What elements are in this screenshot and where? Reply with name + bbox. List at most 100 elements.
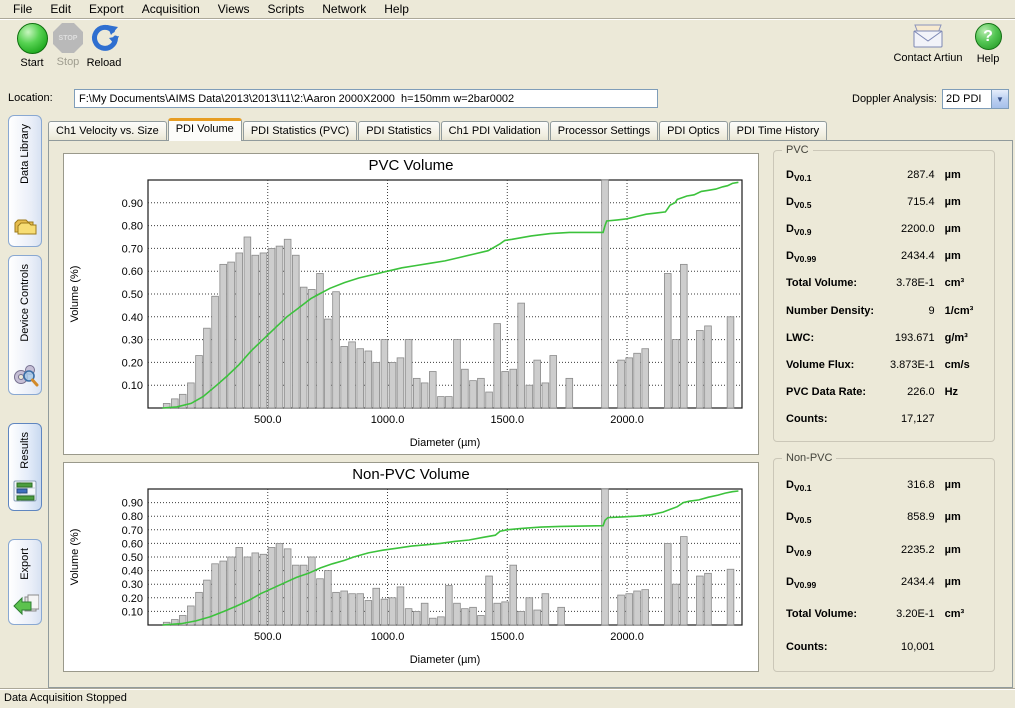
stat-label: PVC Data Rate:	[786, 386, 876, 398]
reload-icon	[88, 23, 120, 54]
help-button[interactable]: ? Help	[965, 23, 1011, 65]
svg-text:0.70: 0.70	[122, 243, 143, 255]
stat-value: 10,001	[876, 641, 934, 653]
sidebar-item-label: Data Library	[19, 124, 31, 184]
svg-text:0.20: 0.20	[122, 357, 143, 369]
stat-unit: µm	[945, 479, 986, 491]
stat-label-subscript: V0.5	[794, 200, 812, 210]
sidebar: Data Library Device Controls Results Export	[0, 115, 46, 688]
stat-value: 3.20E-1	[876, 608, 934, 620]
svg-text:1500.0: 1500.0	[490, 631, 524, 643]
svg-text:0.90: 0.90	[122, 498, 143, 510]
doppler-analysis-group: Doppler Analysis: 2D PDI ▼	[852, 89, 1009, 109]
svg-text:0.30: 0.30	[122, 579, 143, 591]
stats-row-d-v0-99: DV0.992434.4µm	[786, 250, 986, 262]
pvc-stats-panel: PVC DV0.1287.4µmDV0.5715.4µmDV0.92200.0µ…	[773, 150, 995, 442]
doppler-analysis-label: Doppler Analysis:	[852, 93, 937, 105]
tab-page-pdi-volume: PVC Volume 0.100.200.300.400.500.600.700…	[48, 140, 1013, 688]
tab-ch1-velocity-vs-size[interactable]: Ch1 Velocity vs. Size	[48, 121, 167, 141]
help-icon: ?	[975, 23, 1002, 50]
tab-processor-settings[interactable]: Processor Settings	[550, 121, 658, 141]
svg-text:2000.0: 2000.0	[610, 631, 644, 643]
svg-text:0.10: 0.10	[122, 380, 143, 392]
svg-text:0.60: 0.60	[122, 266, 143, 278]
svg-text:500.0: 500.0	[254, 631, 282, 643]
svg-text:Volume (%): Volume (%)	[69, 529, 81, 586]
folders-icon	[11, 213, 39, 241]
svg-text:0.80: 0.80	[122, 511, 143, 523]
stat-label: DV0.1	[786, 169, 876, 181]
stat-unit: cm³	[945, 277, 986, 289]
svg-text:0.50: 0.50	[122, 289, 143, 301]
stat-label-subscript: V0.99	[794, 580, 816, 590]
menu-item-acquisition[interactable]: Acquisition	[133, 0, 209, 18]
tab-pdi-optics[interactable]: PDI Optics	[659, 121, 728, 141]
contact-artium-label: Contact Artiun	[893, 52, 962, 64]
stat-label: Volume Flux:	[786, 359, 876, 371]
location-input[interactable]	[74, 89, 658, 108]
sidebar-item-results[interactable]: Results	[8, 423, 42, 511]
stat-label-subscript: V0.99	[794, 254, 816, 264]
application-window: FileEditExportAcquisitionViewsScriptsNet…	[0, 0, 1015, 708]
stat-label: DV0.99	[786, 576, 876, 588]
stats-row-total-volume: Total Volume:3.20E-1cm³	[786, 608, 986, 620]
stat-label-subscript: V0.1	[794, 173, 812, 183]
menu-item-network[interactable]: Network	[313, 0, 375, 18]
stat-unit: cm³	[945, 608, 986, 620]
chevron-down-icon[interactable]: ▼	[991, 90, 1008, 108]
svg-text:0.40: 0.40	[122, 312, 143, 324]
menu-item-scripts[interactable]: Scripts	[259, 0, 314, 18]
stat-unit: µm	[945, 223, 986, 235]
tab-pdi-statistics-pvc[interactable]: PDI Statistics (PVC)	[243, 121, 357, 141]
status-text: Data Acquisition Stopped	[4, 692, 127, 704]
group-title: Non-PVC	[782, 452, 836, 464]
menu-item-help[interactable]: Help	[375, 0, 418, 18]
chart-title: PVC Volume	[64, 154, 758, 175]
group-title: PVC	[782, 144, 813, 156]
svg-text:Diameter (µm): Diameter (µm)	[410, 654, 481, 666]
stats-row-counts: Counts:10,001	[786, 641, 986, 653]
menu-item-file[interactable]: File	[4, 0, 41, 18]
svg-text:500.0: 500.0	[254, 414, 282, 426]
menu-item-export[interactable]: Export	[80, 0, 133, 18]
sidebar-item-label: Export	[19, 548, 31, 580]
svg-text:0.70: 0.70	[122, 525, 143, 537]
svg-text:0.40: 0.40	[122, 566, 143, 578]
stat-label: DV0.5	[786, 511, 876, 523]
contact-artium-button[interactable]: Contact Artiun	[893, 23, 963, 64]
stat-label: Total Volume:	[786, 277, 876, 289]
stats-row-d-v0-99: DV0.992434.4µm	[786, 576, 986, 588]
svg-text:0.20: 0.20	[122, 593, 143, 605]
svg-text:0.60: 0.60	[122, 538, 143, 550]
svg-text:1000.0: 1000.0	[371, 414, 405, 426]
sidebar-item-export[interactable]: Export	[8, 539, 42, 625]
menu-bar: FileEditExportAcquisitionViewsScriptsNet…	[0, 0, 1015, 19]
tab-ch1-pdi-validation[interactable]: Ch1 PDI Validation	[441, 121, 549, 141]
svg-text:1500.0: 1500.0	[490, 414, 524, 426]
stat-label: DV0.9	[786, 223, 876, 235]
stats-row-d-v0-5: DV0.5858.9µm	[786, 511, 986, 523]
menu-item-views[interactable]: Views	[209, 0, 259, 18]
svg-text:Diameter (µm): Diameter (µm)	[410, 437, 481, 449]
stat-unit: µm	[945, 544, 986, 556]
tab-pdi-volume[interactable]: PDI Volume	[168, 118, 242, 141]
stat-label-subscript: V0.1	[794, 483, 812, 493]
stat-unit: cm/s	[945, 359, 986, 371]
sidebar-item-data-library[interactable]: Data Library	[8, 115, 42, 247]
stat-value: 193.671	[876, 332, 934, 344]
pvc-volume-plot: 0.100.200.300.400.500.600.700.800.90500.…	[64, 175, 758, 452]
stat-label-subscript: V0.5	[794, 515, 812, 525]
reload-button[interactable]: Reload	[72, 23, 136, 69]
stat-value: 3.873E-1	[876, 359, 934, 371]
doppler-analysis-select[interactable]: 2D PDI ▼	[942, 89, 1009, 109]
stats-row-d-v0-9: DV0.92200.0µm	[786, 223, 986, 235]
tab-pdi-statistics[interactable]: PDI Statistics	[358, 121, 439, 141]
tab-pdi-time-history[interactable]: PDI Time History	[729, 121, 828, 141]
svg-text:0.10: 0.10	[122, 606, 143, 618]
sidebar-item-device-controls[interactable]: Device Controls	[8, 255, 42, 395]
menu-item-edit[interactable]: Edit	[41, 0, 80, 18]
stats-row-pvc-data-rate: PVC Data Rate:226.0Hz	[786, 386, 986, 398]
non-pvc-stats-panel: Non-PVC DV0.1316.8µmDV0.5858.9µmDV0.9223…	[773, 458, 995, 672]
envelope-icon	[911, 23, 945, 49]
stat-label: Counts:	[786, 413, 876, 425]
